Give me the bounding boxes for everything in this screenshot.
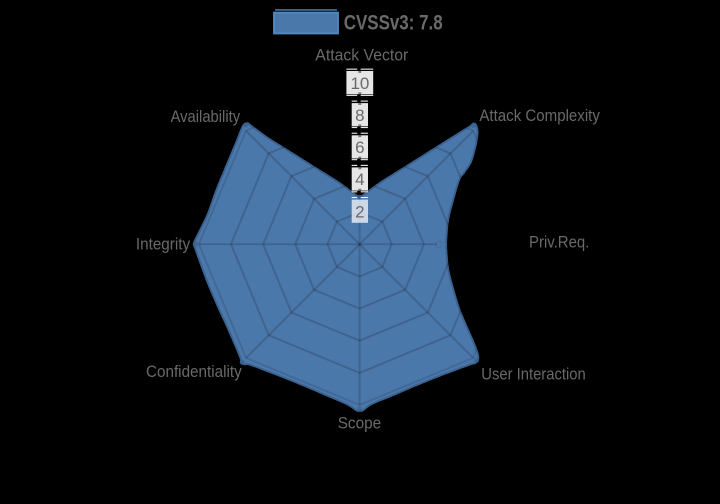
svg-text:Scope: Scope (338, 414, 382, 433)
svg-text:8: 8 (355, 106, 364, 125)
svg-text:Priv.Req.: Priv.Req. (529, 232, 589, 251)
svg-text:CVSSv3: 7.8: CVSSv3: 7.8 (344, 11, 443, 34)
svg-text:Confidentiality: Confidentiality (146, 362, 242, 381)
svg-text:Availability: Availability (171, 107, 241, 126)
svg-text:Attack Complexity: Attack Complexity (479, 106, 600, 125)
svg-text:6: 6 (355, 138, 364, 157)
svg-text:User Interaction: User Interaction (481, 365, 585, 384)
svg-text:Attack Vector: Attack Vector (315, 45, 408, 64)
svg-text:4: 4 (355, 170, 364, 189)
svg-text:2: 2 (355, 202, 364, 221)
svg-text:10: 10 (350, 74, 369, 93)
svg-text:Integrity: Integrity (136, 234, 191, 253)
